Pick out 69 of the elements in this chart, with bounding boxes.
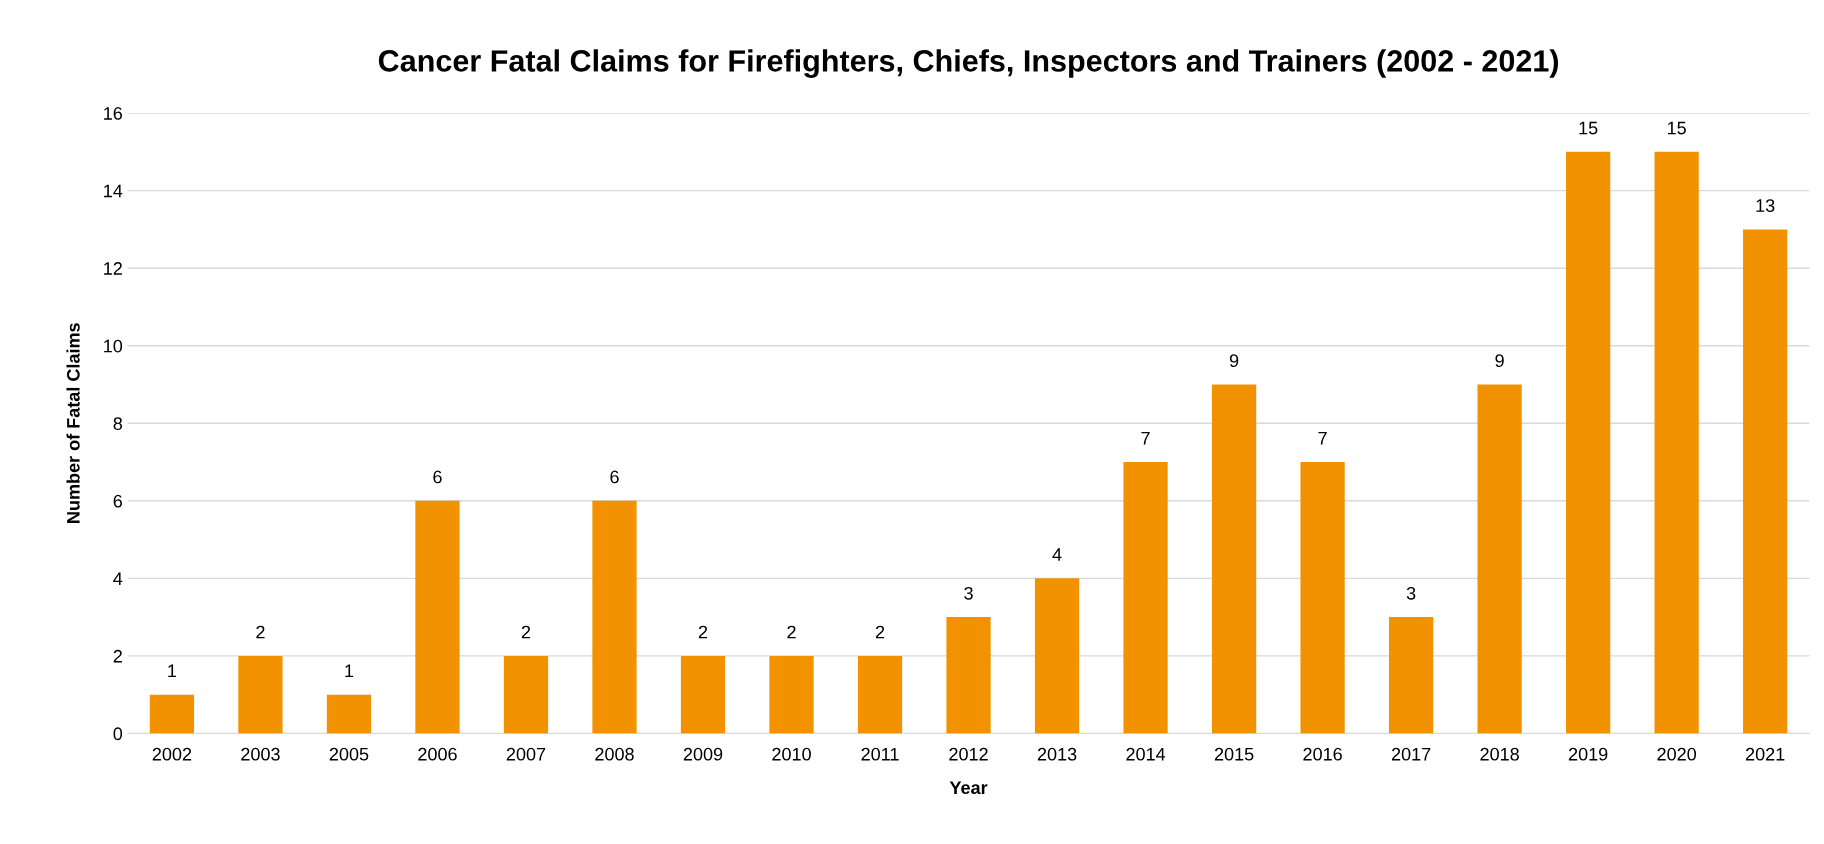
bar — [680, 655, 726, 734]
y-tick-label: 10 — [104, 339, 123, 353]
y-tick-label: 4 — [113, 572, 123, 585]
chart-title: Cancer Fatal Claims for Firefighters, Chiefs, Inspectors and Trainers (2002 - 2021) — [378, 49, 1559, 78]
bar — [1477, 384, 1522, 734]
bar — [238, 655, 283, 734]
bar — [1123, 462, 1168, 734]
x-tick-label: 2018 — [1480, 747, 1519, 761]
bar — [1034, 578, 1080, 734]
x-tick-label: 2006 — [418, 747, 457, 761]
data-label: 15 — [1579, 121, 1598, 135]
data-label: 6 — [610, 470, 619, 484]
bar — [415, 500, 460, 734]
x-tick-label: 2009 — [683, 747, 723, 761]
data-label: 4 — [1052, 548, 1062, 561]
x-tick-label: 2005 — [329, 747, 369, 761]
bar — [1743, 229, 1788, 734]
y-tick-label: 8 — [113, 417, 123, 430]
data-label: 1 — [345, 664, 354, 678]
data-label: 2 — [698, 625, 708, 639]
data-label: 9 — [1495, 354, 1504, 368]
x-tick-label: 2003 — [241, 747, 280, 761]
y-tick-label: 6 — [113, 494, 123, 508]
bar — [1300, 462, 1345, 734]
bar — [503, 655, 549, 734]
data-label: 7 — [1318, 431, 1327, 445]
bar — [1654, 151, 1699, 734]
x-tick-label: 2002 — [152, 747, 192, 761]
y-tick-label: 0 — [113, 727, 123, 741]
x-tick-label: 2016 — [1303, 747, 1342, 761]
bar — [769, 655, 814, 734]
bar — [857, 655, 903, 734]
bar — [1388, 617, 1434, 734]
data-label: 2 — [521, 625, 531, 639]
x-tick-label: 2020 — [1657, 747, 1697, 761]
data-label: 3 — [1406, 586, 1416, 600]
x-tick-label: 2011 — [861, 747, 899, 761]
x-tick-label: 2013 — [1037, 747, 1077, 761]
data-label: 3 — [964, 586, 973, 600]
x-axis-title: Year — [949, 781, 988, 795]
bar — [326, 694, 372, 734]
y-tick-label: 2 — [113, 649, 122, 663]
x-tick-label: 2010 — [772, 747, 811, 761]
data-label: 13 — [1756, 199, 1775, 212]
x-tick-label: 2014 — [1126, 747, 1166, 761]
data-label: 1 — [168, 664, 177, 678]
data-label: 2 — [256, 625, 265, 639]
y-tick-label: 16 — [104, 107, 123, 120]
x-tick-label: 2021 — [1745, 747, 1785, 761]
data-label: 15 — [1667, 121, 1686, 135]
x-tick-label: 2017 — [1391, 747, 1431, 761]
bar — [1566, 151, 1611, 734]
bar — [946, 617, 991, 734]
data-label: 7 — [1141, 431, 1150, 445]
x-tick-label: 2007 — [506, 747, 546, 761]
bar — [149, 694, 195, 734]
data-label: 2 — [875, 625, 885, 639]
bar — [1211, 384, 1257, 734]
y-tick-label: 12 — [104, 262, 122, 275]
x-tick-label: 2015 — [1214, 747, 1254, 761]
x-tick-label: 2019 — [1568, 747, 1608, 761]
data-label: 6 — [433, 470, 442, 484]
x-tick-label: 2008 — [595, 747, 634, 761]
x-tick-label: 2012 — [949, 747, 988, 761]
y-tick-label: 14 — [104, 184, 123, 198]
y-axis-title: Number of Fatal Claims — [66, 323, 80, 523]
data-label: 2 — [787, 625, 796, 639]
bar — [592, 500, 637, 734]
data-label: 9 — [1229, 354, 1239, 368]
